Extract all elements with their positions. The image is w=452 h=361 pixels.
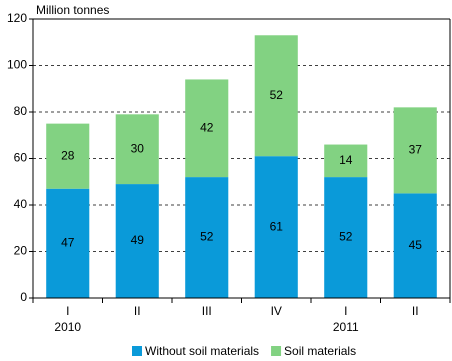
bar-segment	[324, 144, 368, 178]
bar-segment	[46, 188, 90, 298]
x-tick-label: II	[412, 304, 419, 318]
data-label: 47	[61, 236, 75, 250]
bar-segment	[393, 193, 437, 298]
data-label: 14	[339, 153, 353, 167]
data-label: 52	[270, 88, 284, 102]
legend-swatch	[271, 346, 282, 356]
y-tick-label: 120	[7, 11, 27, 25]
bar-segment	[185, 177, 229, 298]
data-label: 61	[270, 219, 284, 233]
x-tick-label: I	[344, 304, 347, 318]
data-label: 52	[339, 230, 353, 244]
legend-label: Soil materials	[284, 344, 356, 358]
y-tick-label: 20	[14, 244, 28, 258]
data-label: 52	[200, 230, 214, 244]
bar-segment	[115, 114, 159, 185]
x-group-label: 2010	[54, 320, 81, 334]
x-group-label: 2011	[333, 320, 359, 334]
bar-segment	[393, 107, 437, 194]
bar-segment	[115, 184, 159, 298]
x-tick-label: III	[202, 304, 212, 318]
bar-segment	[185, 79, 229, 178]
y-tick-label: 40	[14, 197, 28, 211]
bar-segment	[254, 35, 298, 157]
data-label: 42	[200, 120, 214, 134]
x-tick-label: I	[66, 304, 69, 318]
y-tick-label: 80	[14, 104, 28, 118]
data-label: 45	[409, 238, 423, 252]
data-label: 49	[131, 233, 145, 247]
legend-label: Without soil materials	[145, 344, 259, 358]
bar-segment	[46, 123, 90, 189]
legend-swatch	[132, 346, 142, 356]
y-tick-label: 100	[7, 58, 27, 72]
y-tick-label: 60	[14, 151, 28, 165]
data-label: 37	[409, 143, 423, 157]
data-label: 28	[61, 148, 75, 162]
bar-segment	[254, 156, 298, 298]
y-tick-label: 0	[20, 290, 27, 304]
bar-segment	[324, 177, 368, 298]
y-axis-label: Million tonnes	[36, 3, 109, 17]
x-tick-label: II	[134, 304, 141, 318]
data-label: 30	[131, 141, 145, 155]
x-tick-label: IV	[271, 304, 282, 318]
